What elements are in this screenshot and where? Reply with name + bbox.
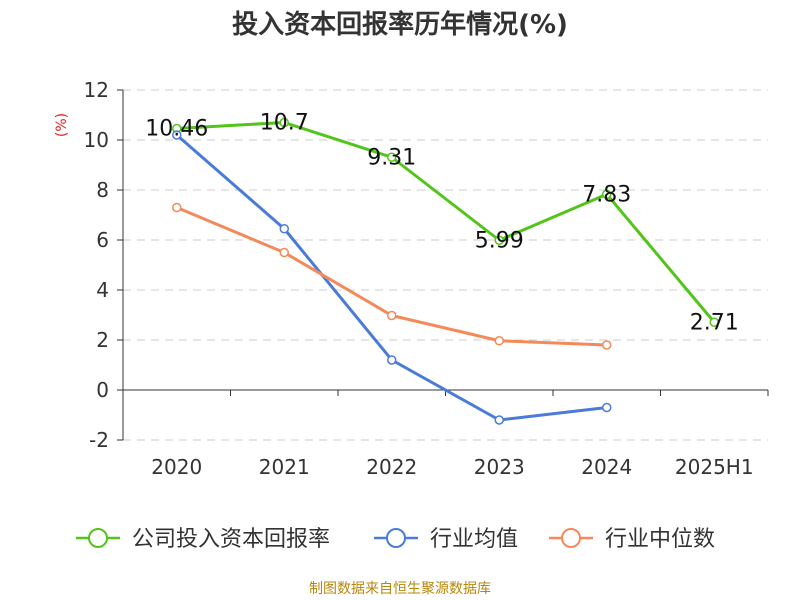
y-tick-label: -2	[89, 428, 109, 452]
y-tick-label: 0	[96, 378, 109, 402]
data-point	[279, 247, 289, 258]
data-point	[602, 189, 612, 199]
series-line-1	[175, 133, 607, 422]
legend: 公司投入资本回报率 行业均值 行业中位数	[76, 527, 715, 552]
data-point	[279, 117, 289, 128]
chart-title: 投入资本回报率历年情况(%)	[232, 9, 568, 40]
data-point	[494, 235, 504, 245]
data-labels: 10.46 10.7 9.31 5.99 7.83 2.71	[145, 111, 738, 336]
data-point	[172, 202, 182, 213]
legend-label: 公司投入资本回报率	[132, 527, 330, 552]
data-label: 9.31	[367, 145, 416, 170]
data-point	[387, 152, 397, 162]
data-point	[387, 355, 397, 365]
x-tick-label: 2023	[474, 455, 525, 479]
series-line-0	[176, 121, 716, 324]
legend-swatch-marker	[561, 528, 581, 548]
data-label: 5.99	[475, 228, 524, 253]
data-label: 2.71	[690, 310, 739, 335]
data-point	[602, 340, 612, 350]
source-note: 制图数据来自恒生聚源数据库	[309, 581, 491, 597]
data-point	[172, 130, 182, 140]
series-lines	[172, 117, 719, 425]
legend-label: 行业中位数	[605, 527, 715, 552]
x-tick-label: 2021	[259, 455, 310, 479]
axes: -2 0 2 4 6 8 10 12 2020 2021 2022 2023 2024 2025H1	[84, 78, 769, 479]
y-axis-label: (%)	[54, 113, 70, 137]
x-tick-label: 2024	[581, 455, 632, 479]
data-point	[494, 415, 504, 425]
data-point	[387, 310, 397, 321]
data-point	[279, 224, 289, 234]
y-tick-label: 12	[84, 78, 109, 102]
y-tick-label: 2	[96, 328, 109, 352]
data-label: 10.7	[260, 111, 309, 136]
series-line-2	[176, 206, 607, 347]
x-tick-label: 2020	[151, 455, 202, 479]
y-tick-label: 10	[84, 128, 109, 152]
y-tick-label: 6	[96, 228, 109, 252]
data-label: 10.46	[145, 117, 208, 142]
data-point	[602, 402, 612, 413]
legend-swatch-marker	[386, 528, 406, 548]
x-tick-label: 2022	[366, 455, 417, 479]
data-label: 7.83	[582, 182, 631, 207]
legend-swatch-marker	[88, 528, 108, 548]
legend-label: 行业均值	[430, 527, 518, 552]
grid-lines	[123, 89, 768, 441]
x-tick-label: 2025H1	[675, 455, 754, 479]
data-point	[494, 336, 504, 346]
y-tick-label: 4	[96, 278, 109, 302]
data-point	[709, 317, 719, 327]
y-tick-label: 8	[96, 178, 109, 202]
